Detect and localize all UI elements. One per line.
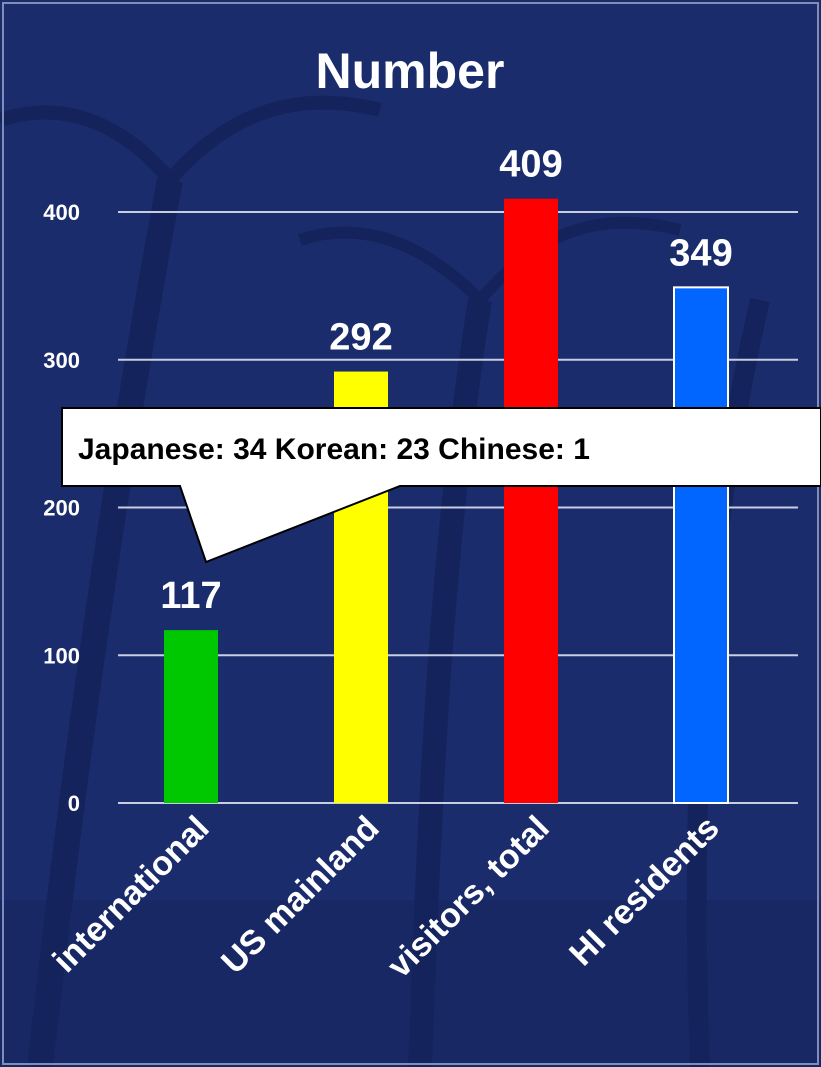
- callout-bubble: [61, 407, 821, 564]
- data-label-3: 349: [669, 232, 732, 274]
- y-tick-label: 300: [43, 348, 80, 373]
- y-tick-label: 100: [43, 643, 80, 668]
- data-label-0: 117: [160, 575, 221, 617]
- bar-0: [164, 630, 218, 803]
- bar-2: [504, 198, 558, 803]
- annotation-callout: Japanese: 34 Korean: 23 Chinese: 1: [61, 407, 821, 564]
- y-tick-label: 0: [68, 791, 80, 816]
- data-labels: 117 292 409 349: [160, 144, 732, 617]
- data-label-2: 409: [499, 144, 562, 186]
- chart-title: Number: [316, 43, 505, 99]
- bar-3: [673, 286, 729, 805]
- bars: [164, 198, 729, 805]
- callout-text: Japanese: 34 Korean: 23 Chinese: 1: [78, 433, 590, 466]
- data-label-1: 292: [329, 317, 392, 359]
- y-tick-label: 200: [43, 496, 80, 521]
- y-axis-ticks: 0 100 200 300 400: [43, 200, 80, 816]
- y-tick-label: 400: [43, 200, 80, 225]
